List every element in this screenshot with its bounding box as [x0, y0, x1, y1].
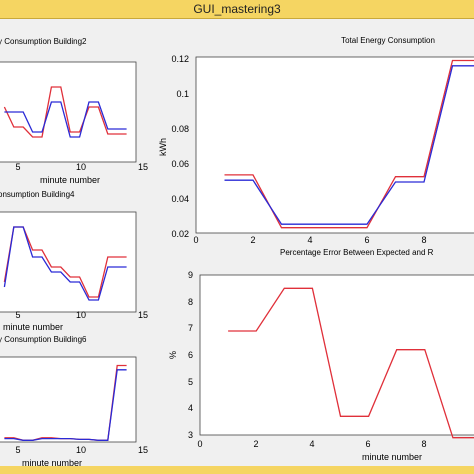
- ytick-pct-7: 7: [188, 323, 193, 333]
- xtick-b6-15: 15: [138, 445, 148, 455]
- axes-building4: [0, 211, 137, 313]
- series-line-building2-2: [4, 101, 127, 138]
- xtick-b4-15: 15: [138, 310, 148, 320]
- xtick-total-4: 4: [307, 235, 312, 245]
- plot-title-total-energy: Total Energy Consumption: [341, 36, 435, 45]
- plot-title-building2: y Consumption Building2: [0, 37, 87, 46]
- xtick-b6-5: 5: [15, 445, 20, 455]
- ytick-total-0.06: 0.06: [171, 159, 189, 169]
- xtick-b4-5: 5: [15, 310, 20, 320]
- series-line-building6-2: [4, 369, 127, 441]
- axes-building6: [0, 356, 137, 443]
- window-titlebar: GUI_mastering3: [0, 0, 474, 19]
- ytick-pct-9: 9: [188, 270, 193, 280]
- plot-title-percentage-error: Percentage Error Between Expected and R: [280, 248, 434, 257]
- ytick-pct-3: 3: [188, 430, 193, 440]
- window-bottom-border: [0, 466, 474, 474]
- xtick-b2-5: 5: [15, 162, 20, 172]
- series-line-total-energy-2: [224, 65, 474, 225]
- ytick-total-0.04: 0.04: [171, 194, 189, 204]
- ytick-total-0.12: 0.12: [171, 54, 189, 64]
- ytick-pct-4: 4: [188, 403, 193, 413]
- series-line-building2-1: [3, 86, 127, 138]
- xtick-pct-6: 6: [365, 439, 370, 449]
- panel-total-energy: Total Energy Consumption 0.12 0.1 0.08 0…: [158, 36, 474, 245]
- plot-title-building4: onsumption Building4: [0, 190, 75, 199]
- panel-percentage-error: Percentage Error Between Expected and R …: [168, 248, 474, 462]
- ylabel-total-energy: kWh: [158, 138, 168, 156]
- xtick-total-8: 8: [421, 235, 426, 245]
- xtick-pct-0: 0: [197, 439, 202, 449]
- ytick-pct-5: 5: [188, 377, 193, 387]
- ytick-pct-8: 8: [188, 297, 193, 307]
- xlabel-percentage-error: minute number: [362, 452, 422, 462]
- xtick-b6-10: 10: [76, 445, 86, 455]
- xtick-total-0: 0: [193, 235, 198, 245]
- axes-total-energy: [195, 56, 474, 234]
- panel-building2: y Consumption Building2 5 10 15 minute n…: [0, 37, 148, 185]
- window-title: GUI_mastering3: [193, 2, 281, 16]
- figure-canvas: y Consumption Building2 5 10 15 minute n…: [0, 19, 474, 474]
- xtick-pct-2: 2: [253, 439, 258, 449]
- xtick-b4-10: 10: [76, 310, 86, 320]
- series-line-percentage-error-1: [228, 287, 474, 439]
- xtick-pct-4: 4: [309, 439, 314, 449]
- ytick-total-0.1: 0.1: [176, 89, 189, 99]
- ytick-pct-6: 6: [188, 350, 193, 360]
- xtick-b2-15: 15: [138, 162, 148, 172]
- plot-title-building6: y Consumption Building6: [0, 335, 87, 344]
- xtick-total-6: 6: [364, 235, 369, 245]
- ytick-total-0.08: 0.08: [171, 124, 189, 134]
- ytick-total-0.02: 0.02: [171, 229, 189, 239]
- panel-building6: y Consumption Building6 5 10 15 minute n…: [0, 335, 148, 468]
- xlabel-building6: minute number: [22, 458, 82, 468]
- axes-percentage-error: [199, 274, 474, 436]
- ylabel-percentage-error: %: [168, 351, 178, 359]
- xtick-b2-10: 10: [76, 162, 86, 172]
- xtick-total-2: 2: [250, 235, 255, 245]
- panel-building4: onsumption Building4 5 10 15 minute numb…: [0, 190, 148, 332]
- xlabel-building4: minute number: [3, 322, 63, 332]
- xlabel-building2: minute number: [40, 175, 100, 185]
- figure-svg: y Consumption Building2 5 10 15 minute n…: [0, 36, 474, 468]
- series-line-building4-2: [3, 226, 127, 301]
- xtick-pct-8: 8: [421, 439, 426, 449]
